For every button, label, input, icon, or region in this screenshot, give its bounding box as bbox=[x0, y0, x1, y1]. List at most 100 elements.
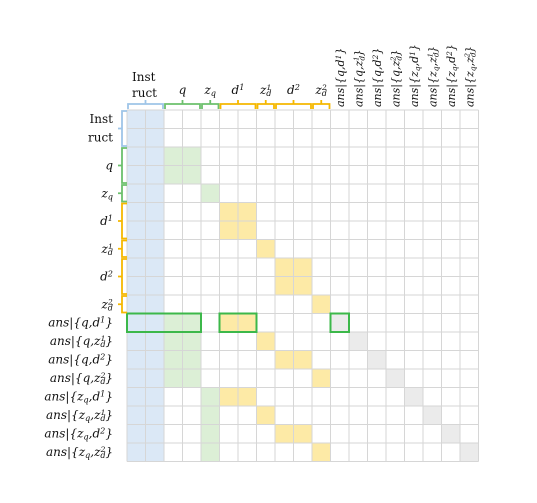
highlight-box-instruct-query bbox=[126, 312, 202, 333]
instruct-cell bbox=[145, 406, 164, 425]
row-label-answer: ans|{zq,d1} bbox=[44, 389, 113, 405]
column-label-answer: ans|{zq,d1} bbox=[408, 44, 422, 107]
column-label-zq: zq bbox=[203, 83, 216, 98]
column-label-answer: ans|{zq,zd2} bbox=[463, 46, 477, 107]
zq-row-brace bbox=[118, 184, 127, 203]
d2-row-brace bbox=[118, 258, 127, 295]
grid-lines bbox=[126, 109, 479, 462]
doc-cell bbox=[256, 406, 275, 425]
doc-cell bbox=[275, 276, 294, 295]
instruct-cell bbox=[127, 165, 146, 184]
instruct-cell bbox=[127, 110, 146, 129]
column-label-answer: ans|{zq,d2} bbox=[445, 44, 459, 107]
row-label-d1: d1 bbox=[100, 213, 113, 228]
instruct-cell bbox=[145, 276, 164, 295]
answer-cell bbox=[460, 443, 479, 462]
instruct-cell bbox=[145, 424, 164, 443]
row-label-zq: zq bbox=[100, 186, 113, 201]
instruct-cell bbox=[127, 443, 146, 462]
doc-cell bbox=[293, 276, 312, 295]
query-cell bbox=[201, 387, 220, 406]
row-label-answer: ans|{q,zd2} bbox=[50, 371, 113, 386]
instruct-cell bbox=[127, 221, 146, 240]
row-label-instruct: ruct bbox=[88, 131, 113, 145]
instruct-cell bbox=[145, 443, 164, 462]
instruct-column-brace bbox=[127, 100, 164, 109]
doc-cell bbox=[293, 258, 312, 277]
row-label-d2: d2 bbox=[100, 269, 113, 284]
instruct-cell bbox=[145, 202, 164, 221]
doc-cell bbox=[293, 424, 312, 443]
query-row-brace bbox=[118, 147, 127, 184]
column-label-answer: ans|{q,zd2} bbox=[389, 50, 403, 107]
instruct-cell bbox=[145, 128, 164, 147]
row-label-zd2: zd2 bbox=[100, 297, 113, 312]
doc-cell bbox=[293, 350, 312, 369]
column-label-answer: ans|{q,d1} bbox=[334, 48, 348, 107]
instruct-cell bbox=[127, 202, 146, 221]
doc-cell bbox=[219, 387, 238, 406]
instruct-cell bbox=[145, 184, 164, 203]
instruct-cell bbox=[127, 128, 146, 147]
query-cell bbox=[201, 406, 220, 425]
instruct-cell bbox=[127, 295, 146, 314]
instruct-cell bbox=[127, 313, 146, 332]
query-cell bbox=[164, 369, 183, 388]
d2-column-brace bbox=[275, 100, 312, 109]
instruct-cell bbox=[127, 424, 146, 443]
row-label-answer: ans|{zq,zd1} bbox=[46, 408, 113, 423]
row-label-instruct: Inst bbox=[90, 112, 114, 126]
zd2-row-brace bbox=[118, 295, 127, 314]
row-label-answer: ans|{q,d2} bbox=[48, 352, 113, 367]
instruct-row-brace bbox=[118, 110, 127, 147]
query-cell bbox=[201, 424, 220, 443]
d1-column-brace bbox=[219, 100, 257, 109]
row-label-q: q bbox=[105, 159, 113, 173]
doc-cell bbox=[238, 387, 257, 406]
query-cell bbox=[164, 332, 183, 351]
instruct-cell bbox=[145, 165, 164, 184]
instruct-cell bbox=[145, 147, 164, 166]
query-cell bbox=[201, 184, 220, 203]
doc-cell bbox=[256, 332, 275, 351]
row-label-answer: ans|{q,zd1} bbox=[50, 334, 113, 349]
instruct-cell bbox=[145, 258, 164, 277]
zq-column-brace bbox=[201, 100, 220, 109]
row-label-answer: ans|{zq,zd2} bbox=[46, 445, 113, 460]
doc-cell bbox=[312, 295, 331, 314]
query-column-brace bbox=[164, 100, 201, 109]
doc-cell bbox=[275, 350, 294, 369]
instruct-cell bbox=[145, 350, 164, 369]
doc-cell bbox=[275, 258, 294, 277]
instruct-cell bbox=[127, 184, 146, 203]
answer-cell bbox=[423, 406, 442, 425]
instruct-cell bbox=[145, 332, 164, 351]
query-cell bbox=[182, 165, 201, 184]
instruct-cell bbox=[127, 147, 146, 166]
doc-cell bbox=[238, 313, 257, 332]
column-label-answer: ans|{q,d2} bbox=[371, 48, 385, 107]
column-label-instruct: ruct bbox=[132, 86, 157, 100]
column-label-answer: ans|{q,zd1} bbox=[352, 50, 366, 107]
row-label-answer: ans|{zq,d2} bbox=[44, 426, 113, 442]
zd1-column-brace bbox=[256, 100, 275, 109]
query-cell bbox=[164, 147, 183, 166]
instruct-cell bbox=[145, 110, 164, 129]
query-cell bbox=[164, 313, 183, 332]
column-label-d2: d2 bbox=[287, 82, 300, 97]
segment-braces bbox=[118, 100, 331, 314]
d1-row-brace bbox=[118, 202, 127, 240]
doc-cell bbox=[275, 424, 294, 443]
answer-cell bbox=[386, 369, 405, 388]
query-cell bbox=[182, 369, 201, 388]
doc-cell bbox=[312, 443, 331, 462]
query-cell bbox=[182, 332, 201, 351]
instruct-cell bbox=[145, 239, 164, 258]
doc-cell bbox=[219, 313, 238, 332]
highlight-boxes bbox=[126, 312, 350, 333]
instruct-cell bbox=[127, 350, 146, 369]
row-label-answer: ans|{q,d1} bbox=[48, 315, 113, 330]
instruct-cell bbox=[127, 406, 146, 425]
instruct-cell bbox=[145, 313, 164, 332]
